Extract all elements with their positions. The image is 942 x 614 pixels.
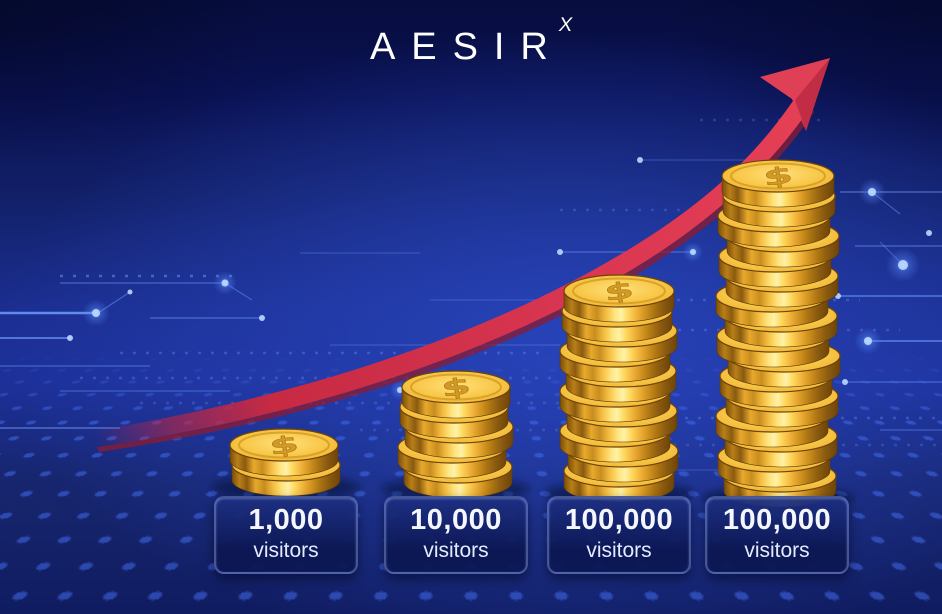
svg-text:$: $ [603,276,636,307]
visitor-count-unit: visitors [253,538,319,562]
brand-logo-superscript: X [557,14,575,37]
coin-stack-1: $ [229,428,341,497]
visitor-count: 1,000 [248,504,324,536]
visitor-label-1: 1,000 visitors [214,496,358,575]
svg-text:$: $ [440,372,473,403]
coin-stack-2: $ [397,370,514,499]
visitor-count-unit: visitors [586,538,652,562]
brand-logo: AESIRX [369,14,574,69]
arrow-head-shading [795,58,830,131]
dollar-sign-icon: $ [602,276,636,307]
visitor-count: 100,000 [722,504,832,536]
dollar-sign-icon: $ [761,161,795,192]
dollar-sign-icon: $ [439,372,473,403]
svg-text:$: $ [762,161,795,192]
visitor-count: 10,000 [410,504,502,536]
visitor-label-2: 10,000 visitors [384,496,528,575]
brand-logo-text: AESIR [369,26,564,68]
visitor-label-3: 100,000 visitors [547,496,691,575]
coin-stack-4: $ [715,159,841,508]
visitor-count-unit: visitors [744,538,810,562]
arrow-head [760,58,830,131]
visitor-count: 100,000 [564,504,674,536]
svg-text:$: $ [268,430,301,461]
coin-stack-3: $ [559,274,679,503]
visitor-count-unit: visitors [423,538,489,562]
dollar-sign-icon: $ [267,430,301,461]
visitor-label-4: 100,000 visitors [705,496,849,575]
